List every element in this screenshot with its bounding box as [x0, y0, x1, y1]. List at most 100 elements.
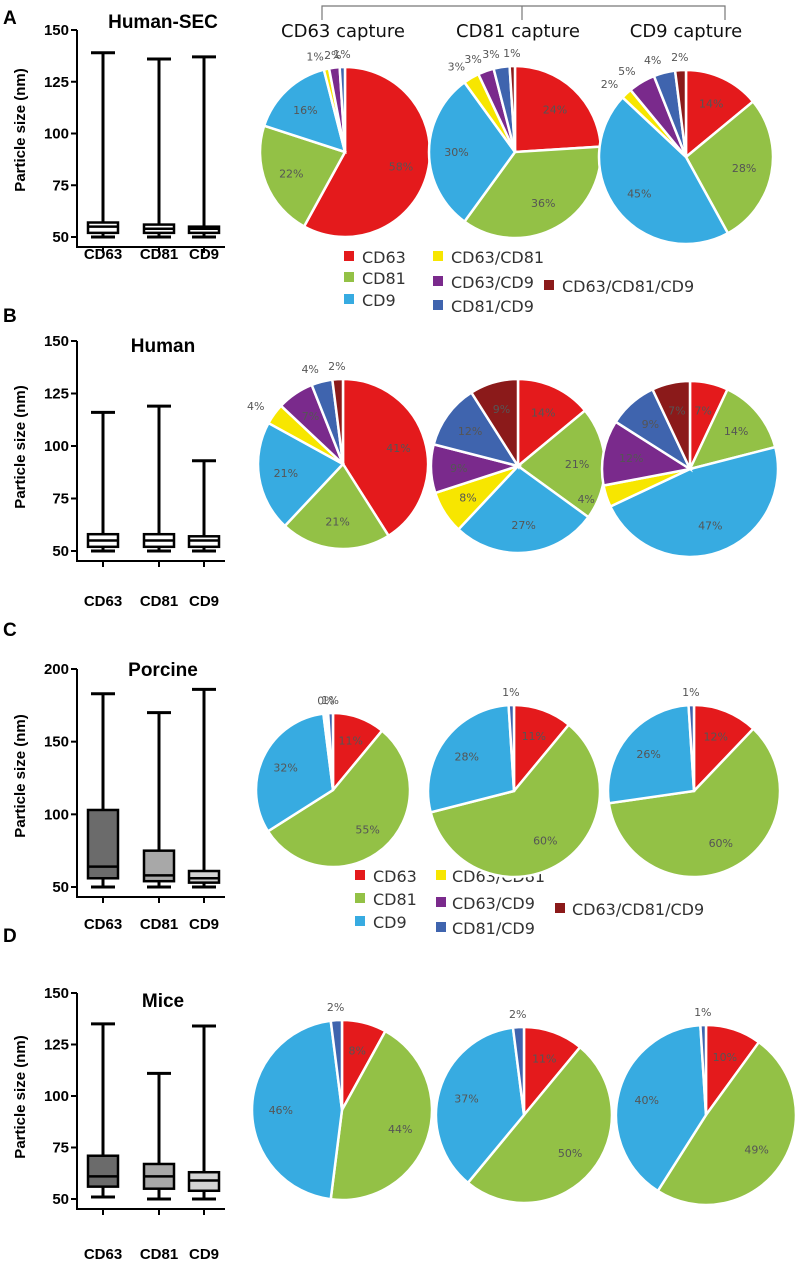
x-tick-label: CD81 — [140, 916, 178, 933]
panel-label: C — [3, 620, 17, 641]
pie-value-label: 12% — [458, 425, 482, 438]
y-axis-label: Particle size (nm) — [12, 385, 29, 508]
legend-swatch-cd63 — [355, 870, 365, 880]
pie-value-label: 12% — [703, 731, 727, 744]
x-tick-label: CD9 — [189, 246, 219, 263]
x-tick-label: CD9 — [189, 1246, 219, 1261]
pie-value-label: 4% — [577, 493, 594, 506]
y-tick-label: 150 — [44, 734, 69, 751]
x-tick-label: CD63 — [84, 593, 122, 610]
box-iqr — [86, 1154, 120, 1188]
pie-value-label: 58% — [389, 160, 413, 173]
legend-label-cd63: CD63 — [373, 867, 417, 886]
pie-value-label: 30% — [444, 146, 468, 159]
pie-cd81: 24%36%30%3%3% 3% 1% — [427, 47, 603, 240]
pie-slice-cd81 — [266, 728, 412, 869]
pie-value-label: 7% — [668, 405, 685, 418]
y-tick-label: 150 — [44, 22, 69, 39]
x-tick-label: CD81 — [140, 246, 178, 263]
legend-top: CD63 CD63/CD81 CD81 CD63/CD9 CD63/CD81/C… — [344, 248, 694, 316]
legend-swatch-cd81 — [355, 893, 365, 903]
pie-slice-cd81-cd9 — [699, 1023, 708, 1116]
pie-value-label: 4% — [644, 54, 661, 67]
pie-value-label: 21% — [565, 458, 589, 471]
pie-value-label: 7% — [302, 410, 319, 423]
legend-swatch-cd63-cd81 — [436, 870, 446, 880]
pie-value-label: 16% — [293, 104, 317, 117]
pie-value-label: 5% — [618, 65, 635, 78]
legend-label-cd81-cd9: CD81/CD9 — [452, 919, 535, 938]
pie-value-label: 3% — [482, 48, 499, 61]
pie-value-label: 3% — [448, 61, 465, 74]
legend-label-cd63-cd9: CD63/CD9 — [451, 273, 534, 292]
pie-value-label: 2% — [324, 49, 341, 62]
pie-value-label: 55% — [355, 823, 379, 836]
pie-value-label: 9% — [450, 462, 467, 475]
pie-value-label: 2% — [509, 1008, 526, 1021]
pie-value-label: 50% — [558, 1147, 582, 1160]
pie-value-label: 1% — [333, 48, 350, 61]
y-tick-label: 100 — [44, 1088, 69, 1105]
y-tick-label: 50 — [52, 229, 69, 246]
legend-label-cd63-cd81: CD63/CD81 — [451, 248, 544, 267]
pie-slice-cd81-cd9 — [687, 703, 696, 792]
box-iqr — [187, 869, 221, 884]
box-cd9 — [187, 55, 221, 239]
pie-slice-cd63-cd81-cd9 — [650, 379, 692, 470]
pie-slice-cd81 — [466, 1045, 614, 1205]
legend-label-cd9: CD9 — [362, 291, 396, 310]
pie-value-label: 21% — [274, 467, 298, 480]
y-tick-label: 50 — [52, 879, 69, 896]
box-iqr — [86, 808, 120, 880]
panel-label: D — [3, 926, 17, 947]
pie-slice-cd81-cd9 — [432, 390, 521, 468]
pie-value-label: 14% — [724, 425, 748, 438]
pie-slice-cd81-cd9 — [511, 1025, 526, 1116]
pie-slice-cd81-cd9 — [507, 703, 516, 792]
pie-value-label: 14% — [699, 98, 723, 111]
pie-slice-cd63 — [516, 377, 587, 469]
pie-value-label: 8% — [348, 1045, 365, 1058]
y-tick-label: 100 — [44, 806, 69, 823]
pie-value-label: 14% — [531, 407, 555, 420]
pie-slice-cd63 — [302, 65, 432, 239]
panel-a: A Human-SEC Particle size (nm) 50 75 100 125 15… — [3, 8, 775, 263]
pie-slice-cd81 — [687, 387, 777, 471]
pie-value-label: 28% — [732, 162, 756, 175]
box-cd81 — [142, 57, 176, 239]
pie-value-label: 2% — [601, 78, 618, 91]
x-tick-label: CD63 — [84, 1246, 122, 1261]
pie-slice-cd9 — [262, 68, 347, 154]
legend-swatch-cd63-cd81-cd9 — [544, 280, 554, 290]
pie-value-label: 8% — [459, 492, 476, 505]
box-cd63 — [86, 51, 120, 239]
pie-slice-cd81 — [684, 99, 775, 235]
pie-value-label: 2% — [328, 360, 345, 373]
pie-value-label: 27% — [511, 519, 535, 532]
pie-slice-cd9 — [606, 703, 696, 805]
legend-middle: CD63 CD63/CD81 CD81 CD63/CD9 CD63/CD81/C… — [355, 867, 704, 938]
pie-slice-cd63-cd9 — [600, 420, 694, 487]
pie-value-label: 32% — [273, 762, 297, 775]
y-tick-label: 50 — [52, 1191, 69, 1208]
panel-label: A — [3, 8, 17, 29]
legend-swatch-cd63-cd81-cd9 — [555, 903, 565, 913]
box-cd81 — [142, 1071, 176, 1201]
boxplot-title: Human — [131, 336, 195, 357]
pie-slice-cd63-cd81-cd9 — [508, 64, 517, 153]
legend-label-cd81: CD81 — [373, 890, 417, 909]
pie-slice-cd63 — [692, 703, 756, 795]
boxplot: Human Particle size (nm) 50 75 100 125 150 CD63… — [12, 333, 225, 610]
pie-value-label: 1% — [503, 47, 520, 60]
legend-label-cd63-cd81-cd9: CD63/CD81/CD9 — [562, 277, 694, 296]
y-tick-label: 50 — [52, 543, 69, 560]
box-cd63 — [86, 1022, 120, 1199]
y-tick-label: 125 — [44, 1037, 69, 1054]
pie-value-label: 11% — [532, 1053, 556, 1066]
pie-slice-cd9 — [256, 421, 346, 528]
box-cd81 — [142, 711, 176, 889]
legend-swatch-cd81-cd9 — [433, 300, 443, 310]
legend-swatch-cd81 — [344, 272, 354, 282]
pie-slice-cd81 — [656, 1040, 796, 1207]
